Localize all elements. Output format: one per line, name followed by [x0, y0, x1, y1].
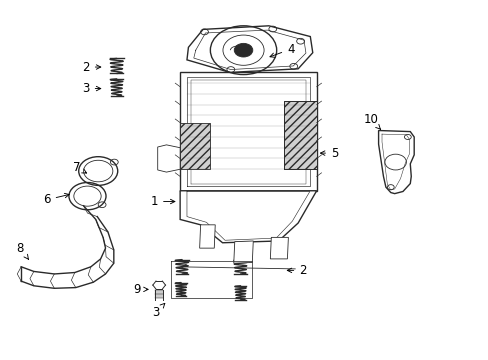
Polygon shape	[378, 131, 413, 194]
Text: 2: 2	[82, 60, 101, 73]
Circle shape	[234, 43, 252, 57]
Polygon shape	[180, 123, 210, 169]
Text: 3: 3	[152, 303, 164, 319]
Text: 5: 5	[320, 147, 338, 159]
Polygon shape	[199, 225, 215, 248]
Text: 10: 10	[363, 113, 380, 129]
Text: 1: 1	[150, 195, 175, 208]
Polygon shape	[283, 101, 316, 169]
Polygon shape	[158, 145, 180, 172]
Text: 7: 7	[72, 161, 86, 174]
Polygon shape	[180, 72, 316, 191]
Text: 4: 4	[269, 42, 294, 57]
Text: 2: 2	[287, 264, 306, 277]
Polygon shape	[180, 191, 316, 243]
Polygon shape	[186, 26, 312, 72]
Text: 9: 9	[133, 283, 148, 296]
Polygon shape	[233, 241, 253, 263]
Text: 8: 8	[17, 242, 28, 259]
Polygon shape	[270, 237, 288, 259]
Text: 3: 3	[82, 82, 101, 95]
Text: 6: 6	[43, 193, 69, 206]
